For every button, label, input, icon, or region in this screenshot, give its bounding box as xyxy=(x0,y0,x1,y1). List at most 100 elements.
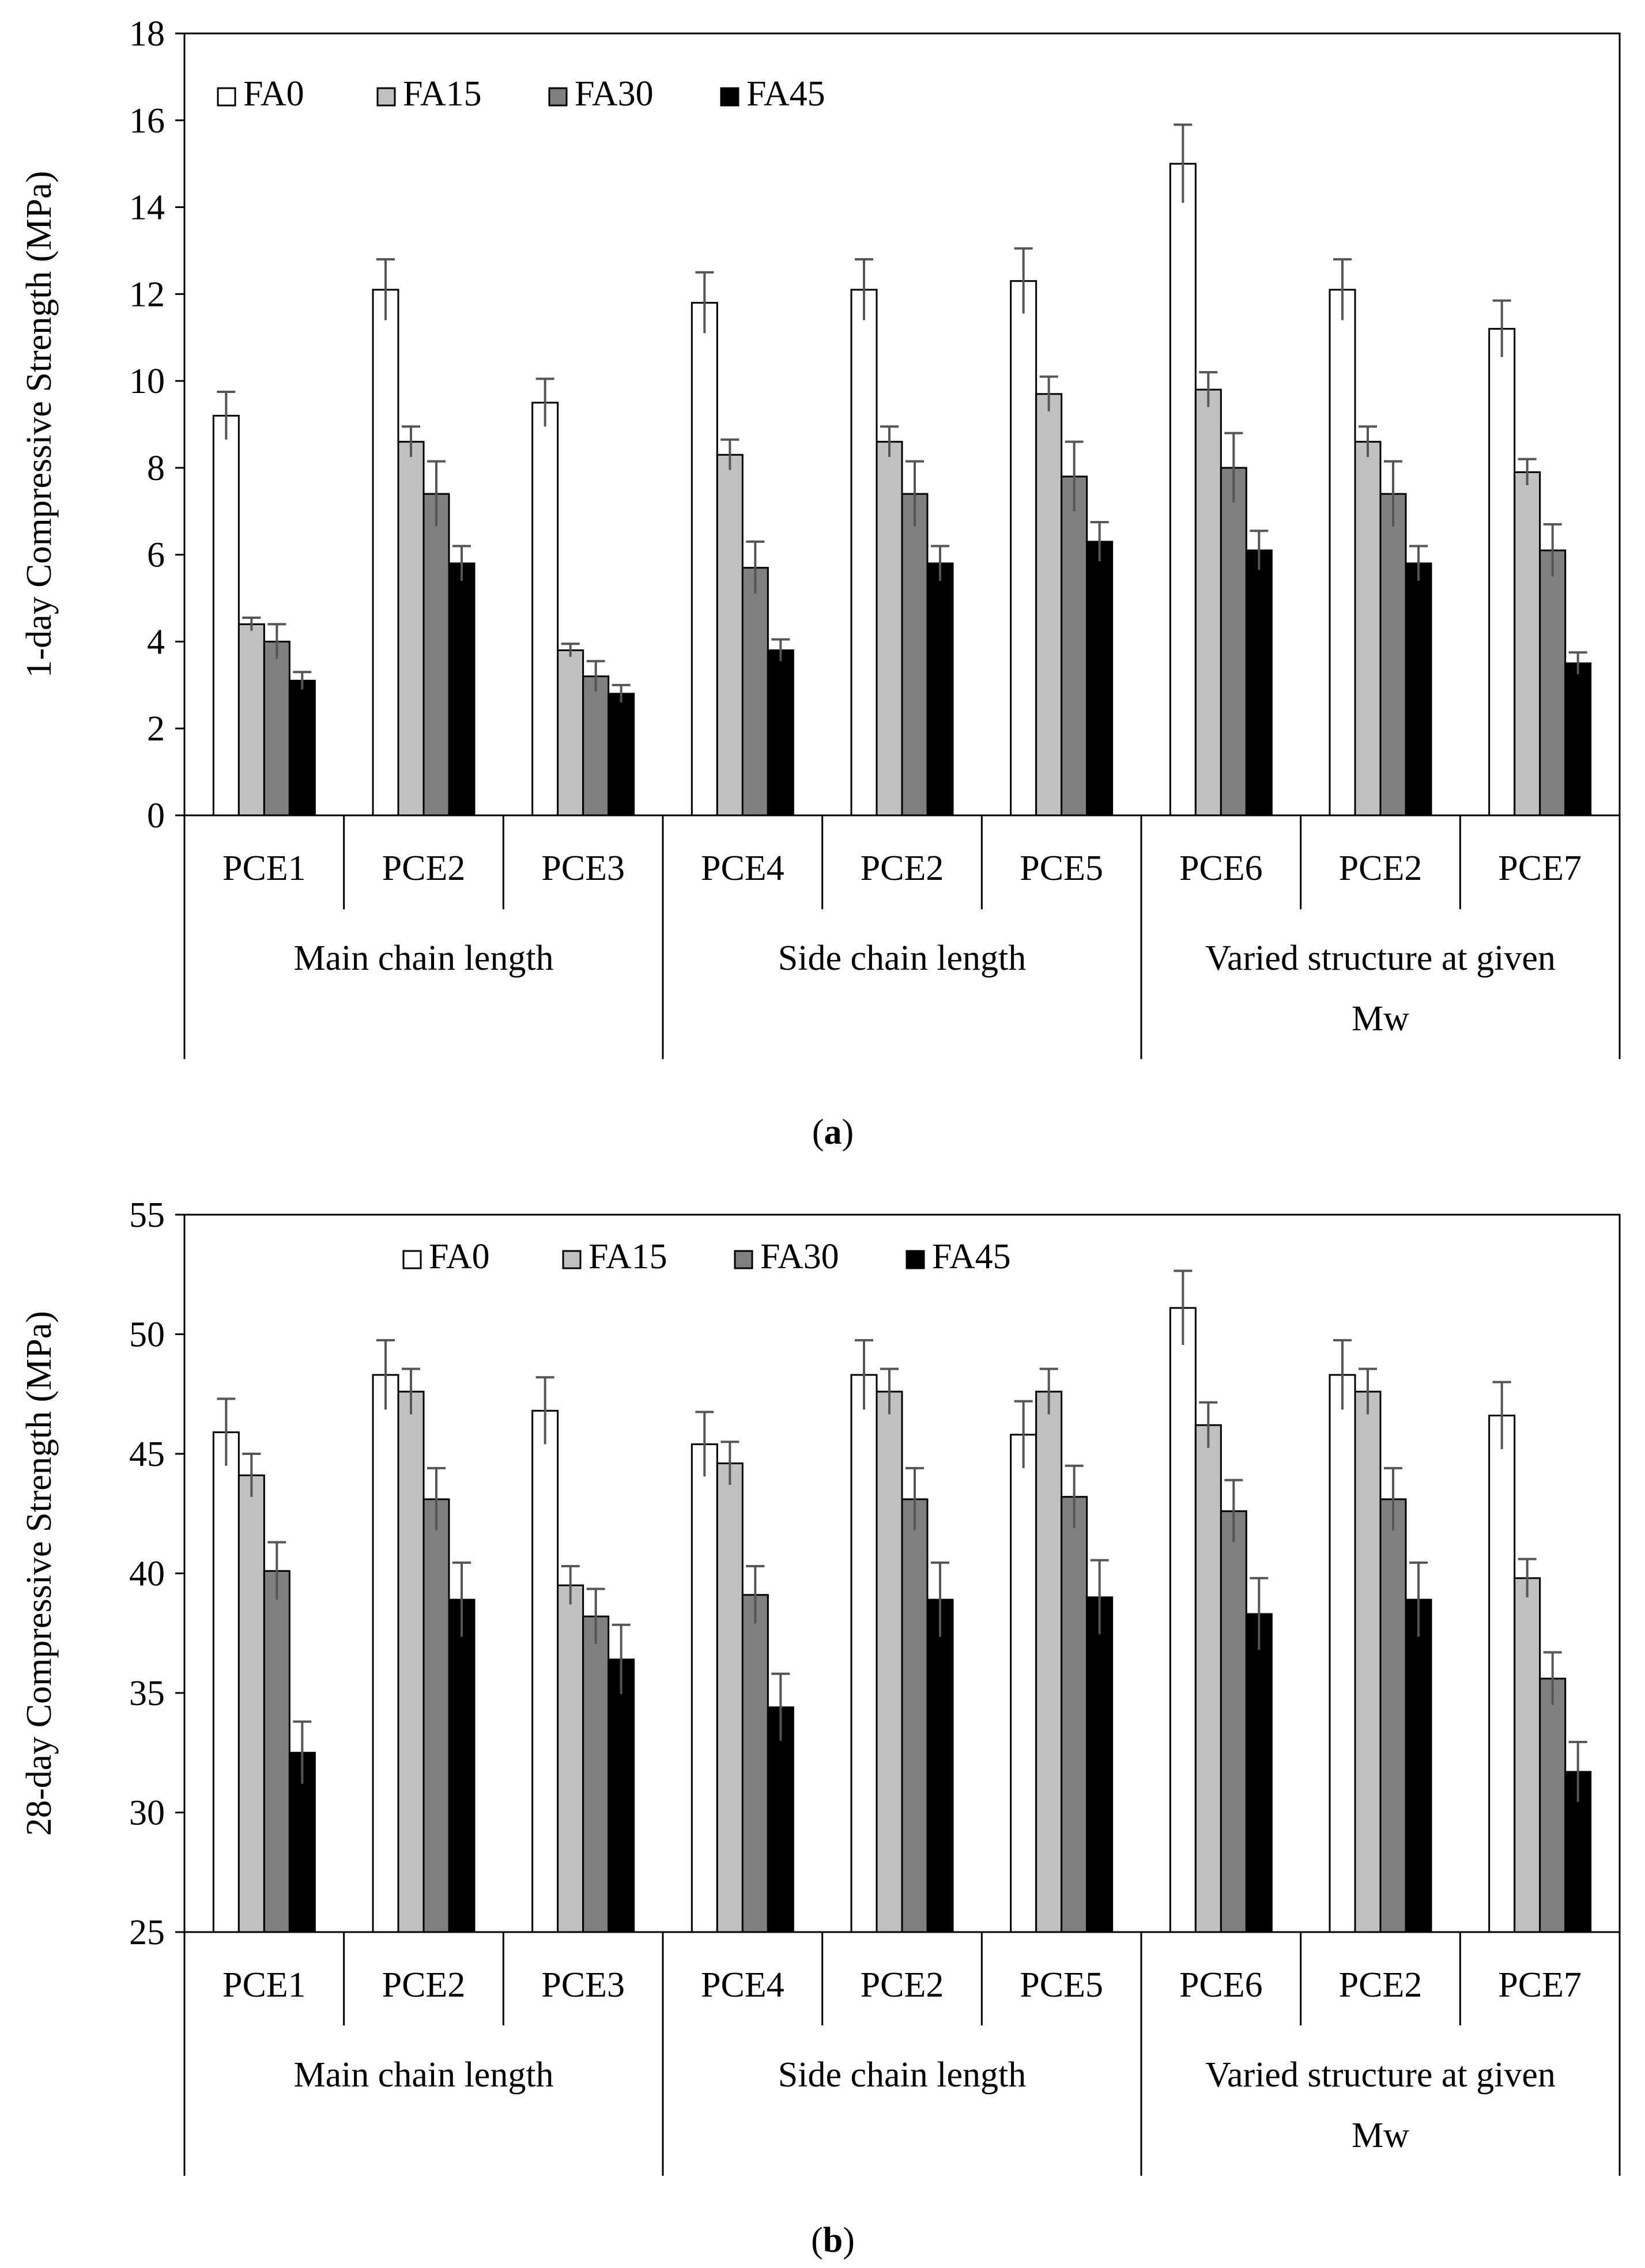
bar-fa15-pce5 xyxy=(1035,393,1063,817)
bar-fa15-pce2 xyxy=(397,1390,425,1933)
bar-fa15-pce5 xyxy=(1035,1390,1063,1933)
y-tick-label: 30 xyxy=(129,1794,165,1833)
x-category-label: PCE3 xyxy=(541,849,625,888)
legend-swatch-fa45 xyxy=(720,87,740,107)
x-category-label: PCE1 xyxy=(222,849,306,888)
panel-label: (b) xyxy=(811,2221,855,2260)
legend-swatch-fa0 xyxy=(402,1250,422,1269)
x-category-label: PCE2 xyxy=(1339,849,1423,888)
x-category-label: PCE4 xyxy=(701,849,784,888)
y-axis-label: 28-day Compressive Strength (MPa) xyxy=(20,1311,59,1836)
y-tick-label: 2 xyxy=(147,709,165,749)
legend-swatch-fa30 xyxy=(548,87,568,107)
legend-label-fa0: FA0 xyxy=(243,74,304,114)
bar-fa15-pce6 xyxy=(1194,388,1222,817)
bar-fa0-pce6 xyxy=(1169,1307,1197,1933)
panel-label: (a) xyxy=(812,1113,854,1152)
bar-fa45-pce2 xyxy=(1405,562,1432,817)
y-tick-label: 4 xyxy=(147,622,165,662)
bar-fa15-pce2 xyxy=(1354,1390,1382,1933)
y-tick-label: 50 xyxy=(129,1316,165,1355)
x-category-label: PCE2 xyxy=(861,1965,944,2005)
bar-fa45-pce1 xyxy=(288,679,316,817)
legend-label-fa15: FA15 xyxy=(588,1237,667,1276)
bar-fa45-pce3 xyxy=(608,693,635,817)
bar-fa30-pce5 xyxy=(1061,1496,1088,1933)
bar-fa30-pce2 xyxy=(422,1498,450,1933)
bar-fa30-pce3 xyxy=(582,1615,610,1933)
x-group-label: Side chain length xyxy=(778,2055,1026,2095)
bar-fa30-pce3 xyxy=(582,675,610,817)
bar-fa15-pce7 xyxy=(1514,1577,1541,1933)
x-group-label: Varied structure at given Mw xyxy=(1205,939,1556,1038)
x-group-label: Main chain length xyxy=(293,2055,553,2095)
y-tick-label: 8 xyxy=(147,449,165,488)
legend-swatch-fa15 xyxy=(376,87,396,107)
bar-fa30-pce6 xyxy=(1220,467,1247,817)
bar-fa45-pce4 xyxy=(767,1706,794,1933)
bar-fa30-pce4 xyxy=(741,566,769,817)
bar-fa30-pce2 xyxy=(1379,493,1407,817)
bar-fa45-pce7 xyxy=(1564,662,1592,817)
bar-fa0-pce2 xyxy=(372,1374,399,1933)
bar-fa15-pce7 xyxy=(1514,471,1541,817)
bar-fa45-pce6 xyxy=(1245,1613,1273,1933)
y-tick-label: 6 xyxy=(147,536,165,575)
legend-swatch-fa45 xyxy=(905,1250,925,1269)
bar-fa45-pce2 xyxy=(1405,1598,1432,1933)
bar-fa30-pce1 xyxy=(263,640,290,817)
bar-fa30-pce6 xyxy=(1220,1510,1247,1933)
bar-fa15-pce2 xyxy=(876,1390,903,1933)
x-category-label: PCE2 xyxy=(861,849,944,888)
x-category-label: PCE5 xyxy=(1020,1965,1103,2005)
bar-fa30-pce2 xyxy=(422,493,450,817)
bar-fa0-pce5 xyxy=(1010,1434,1037,1933)
y-tick-label: 16 xyxy=(129,101,165,141)
x-category-label: PCE7 xyxy=(1498,1965,1582,2005)
y-tick-label: 35 xyxy=(129,1674,165,1713)
y-tick-label: 12 xyxy=(129,275,165,314)
bar-fa15-pce1 xyxy=(237,1474,265,1933)
bar-fa0-pce2 xyxy=(1329,289,1356,817)
legend-label-fa30: FA30 xyxy=(760,1237,839,1276)
bar-fa30-pce5 xyxy=(1061,475,1088,817)
bar-fa30-pce2 xyxy=(901,493,929,817)
bar-fa15-pce2 xyxy=(876,441,903,817)
x-category-label: PCE4 xyxy=(701,1965,784,2005)
bar-fa15-pce2 xyxy=(1354,441,1382,817)
bar-fa45-pce2 xyxy=(448,1598,476,1933)
bar-fa45-pce6 xyxy=(1245,549,1273,817)
y-tick-label: 45 xyxy=(129,1435,165,1474)
bar-fa0-pce3 xyxy=(531,402,559,817)
bar-fa15-pce4 xyxy=(716,453,744,817)
bar-fa30-pce2 xyxy=(901,1498,929,1933)
bar-fa15-pce6 xyxy=(1194,1424,1222,1933)
bar-fa15-pce3 xyxy=(557,649,584,817)
bar-fa15-pce2 xyxy=(397,441,425,817)
y-tick-label: 14 xyxy=(129,188,165,228)
y-tick-label: 0 xyxy=(147,796,165,836)
bar-fa0-pce4 xyxy=(691,1443,718,1933)
y-tick-label: 18 xyxy=(129,14,165,54)
legend-label-fa0: FA0 xyxy=(429,1237,490,1276)
bar-fa45-pce2 xyxy=(926,1598,954,1933)
legend-swatch-fa30 xyxy=(734,1250,753,1269)
bar-fa45-pce3 xyxy=(608,1658,635,1933)
bar-fa0-pce2 xyxy=(372,289,399,817)
legend-swatch-fa15 xyxy=(562,1250,582,1269)
x-group-label: Main chain length xyxy=(293,939,553,978)
bar-fa0-pce4 xyxy=(691,301,718,817)
bar-fa45-pce2 xyxy=(448,562,476,817)
x-category-label: PCE5 xyxy=(1020,849,1103,888)
bar-fa30-pce1 xyxy=(263,1570,290,1933)
x-category-label: PCE1 xyxy=(222,1965,306,2005)
legend-label-fa15: FA15 xyxy=(403,74,482,114)
y-tick-label: 10 xyxy=(129,362,165,401)
bar-fa45-pce5 xyxy=(1086,540,1114,817)
bar-fa30-pce7 xyxy=(1539,549,1567,817)
chart-panel-b: 25 30 35 40 45 50 55 28-day Compressive Strengt… xyxy=(20,1196,1621,2260)
x-category-label: PCE6 xyxy=(1179,849,1263,888)
legend-label-fa45: FA45 xyxy=(932,1237,1011,1276)
bar-fa0-pce2 xyxy=(1329,1374,1356,1933)
x-group-label: Side chain length xyxy=(778,939,1026,978)
